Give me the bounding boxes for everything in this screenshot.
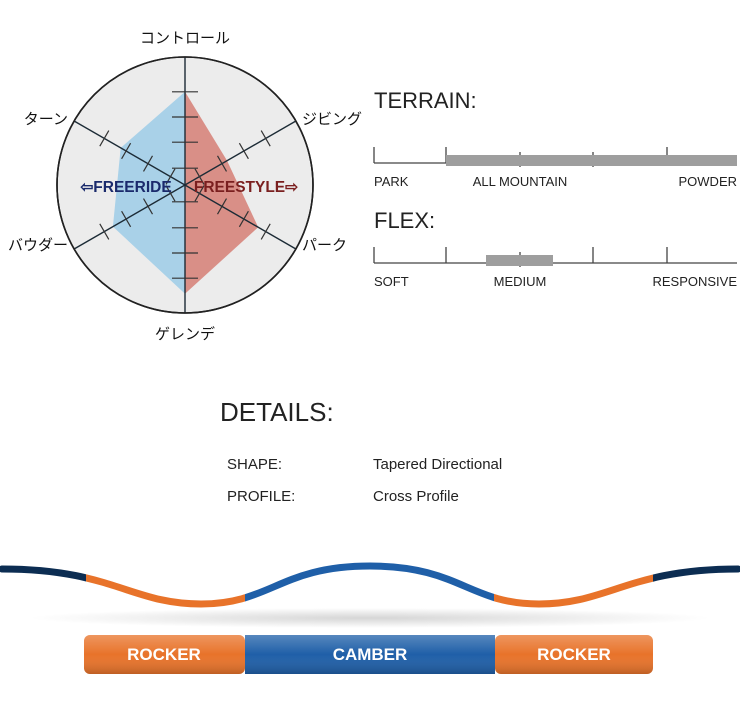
svg-text:ALL MOUNTAIN: ALL MOUNTAIN [473,174,568,189]
svg-text:POWDER: POWDER [679,174,738,189]
svg-text:バウダー: バウダー [8,237,68,254]
svg-text:ターン: ターン [24,111,68,128]
svg-text:Tapered Directional: Tapered Directional [373,456,502,473]
svg-text:ジビング: ジビング [302,111,362,128]
svg-text:コントロール: コントロール [140,30,230,47]
svg-text:パーク: パーク [302,237,347,254]
svg-text:ROCKER: ROCKER [127,645,201,664]
svg-text:FLEX:: FLEX: [374,208,435,233]
svg-text:Cross Profile: Cross Profile [373,488,459,505]
svg-text:RESPONSIVE: RESPONSIVE [652,274,737,289]
svg-text:SHAPE:: SHAPE: [227,456,282,473]
svg-text:MEDIUM: MEDIUM [494,274,547,289]
svg-text:SOFT: SOFT [374,274,409,289]
svg-text:TERRAIN:: TERRAIN: [374,88,477,113]
svg-text:⇦FREERIDE: ⇦FREERIDE [80,179,171,196]
svg-text:FREESTYLE⇨: FREESTYLE⇨ [194,179,299,196]
svg-text:CAMBER: CAMBER [333,645,408,664]
svg-text:PARK: PARK [374,174,409,189]
svg-text:ROCKER: ROCKER [537,645,611,664]
svg-text:DETAILS:: DETAILS: [220,397,334,427]
svg-text:ゲレンデ: ゲレンデ [155,325,215,343]
svg-text:PROFILE:: PROFILE: [227,488,295,505]
